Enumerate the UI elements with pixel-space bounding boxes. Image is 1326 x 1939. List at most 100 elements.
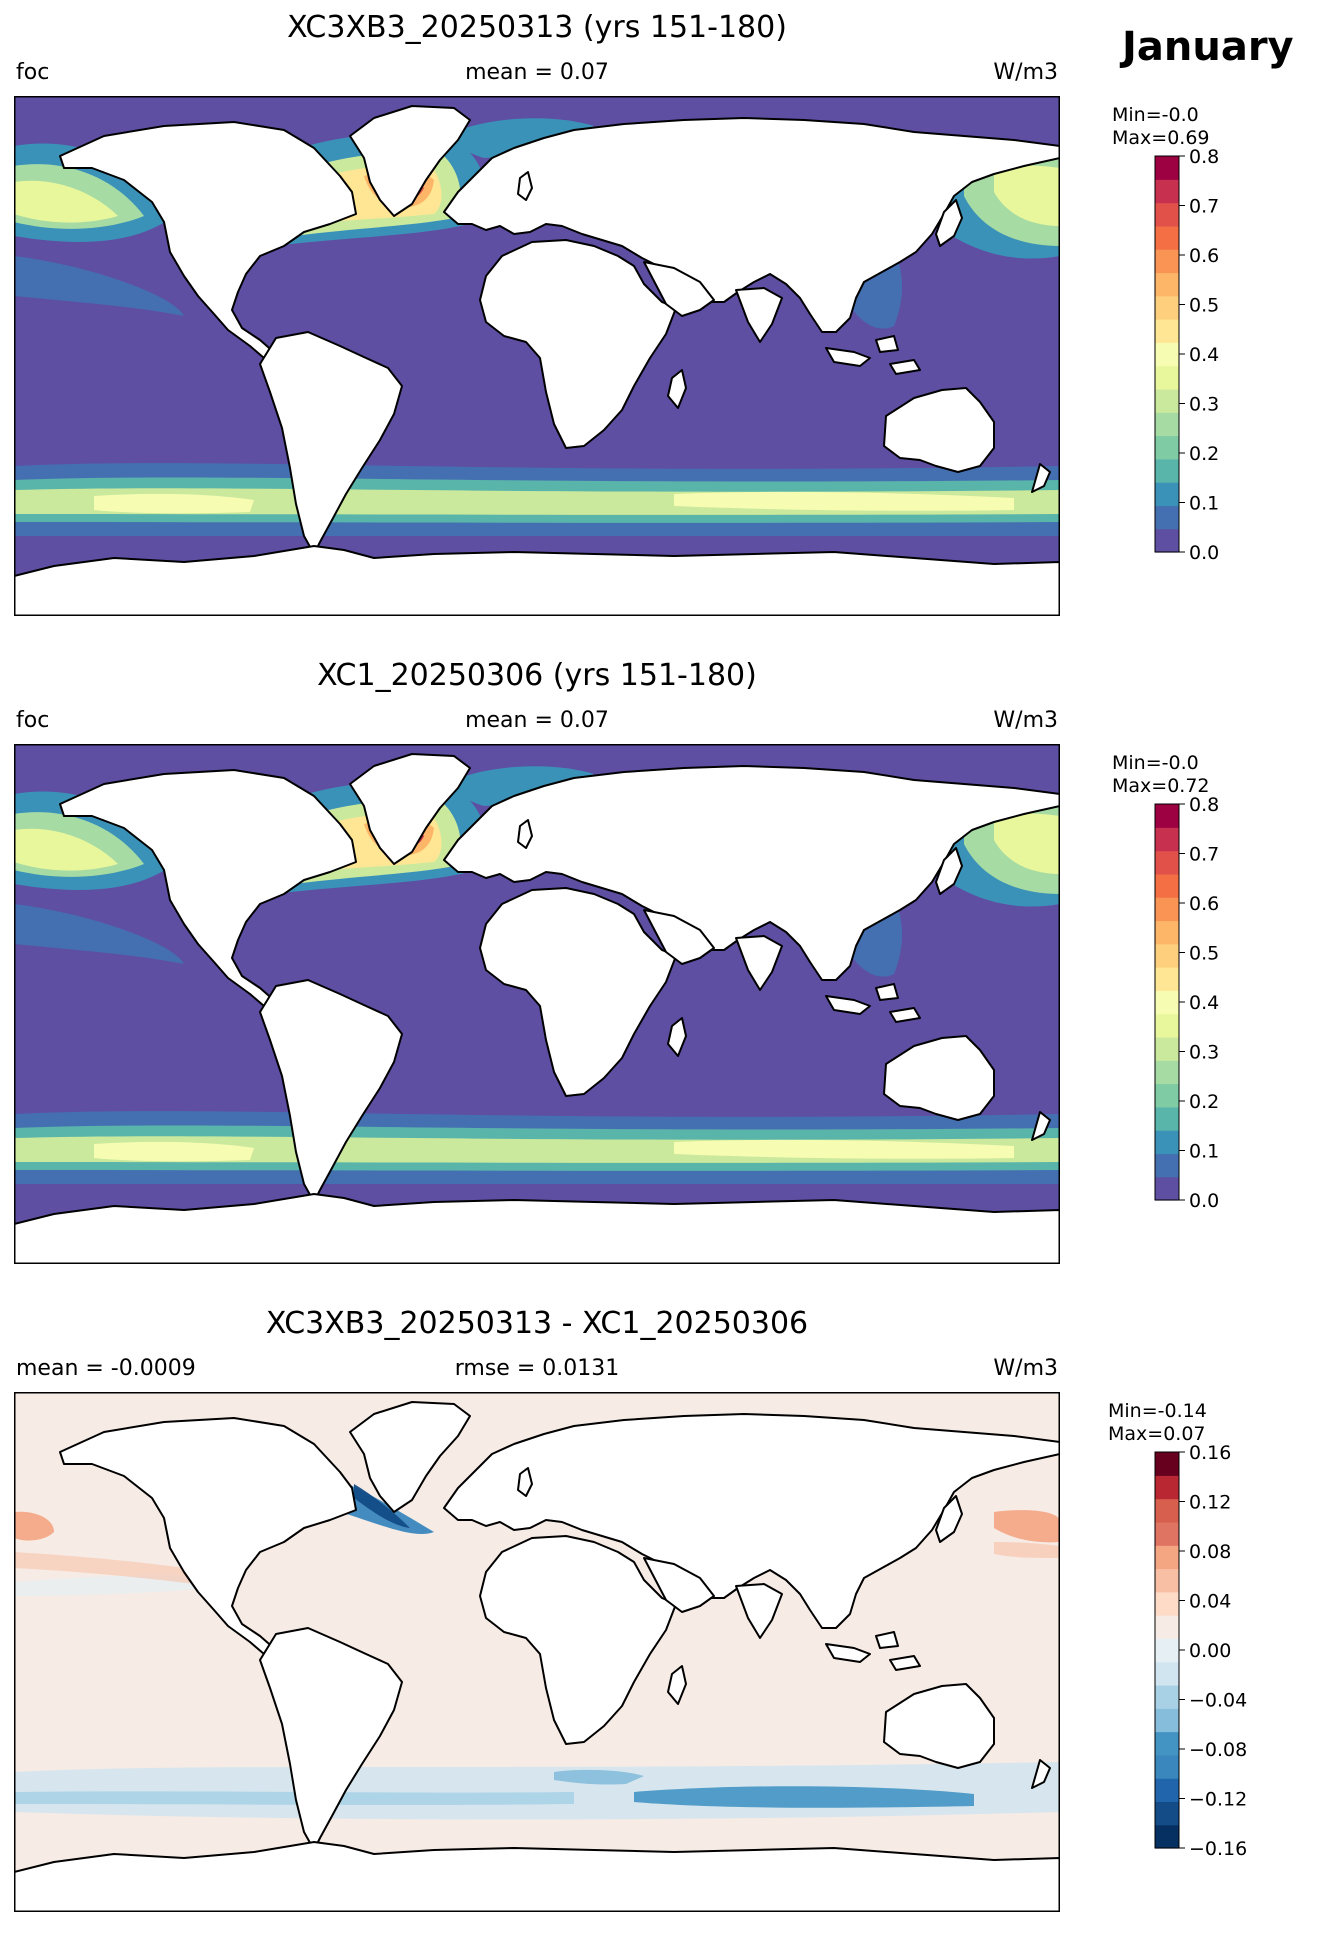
colorbar-tick-label: 0.7 <box>1189 196 1219 218</box>
eurasia-landmass <box>443 765 1060 981</box>
south-america-landmass <box>259 979 403 1203</box>
mean-label: mean = 0.07 <box>465 708 609 733</box>
colorbar-segment <box>1155 365 1179 390</box>
field-label: foc <box>16 60 50 85</box>
uk-landmass <box>517 819 533 849</box>
field-contour-band <box>674 1139 1014 1159</box>
japan-landmass <box>935 199 963 247</box>
panel-2: XC1_20250306 (yrs 151-180) foc mean = 0.… <box>0 648 1326 1288</box>
colorbar-segment <box>1155 1591 1179 1616</box>
panel-title: XC3XB3_20250313 - XC1_20250306 <box>265 1306 809 1341</box>
colorbar-segment <box>1155 1176 1179 1201</box>
colorbar-segment <box>1155 1452 1179 1476</box>
field-contour-band <box>14 1552 234 1588</box>
field-contour-band <box>994 165 1060 226</box>
colorbar-tick-label: 0.3 <box>1189 1042 1219 1064</box>
uk-landmass <box>517 171 533 201</box>
colorbar-segment <box>1155 1638 1179 1663</box>
colorbar-segment <box>1155 1754 1179 1779</box>
colorbar-tick-label: 0.2 <box>1189 443 1219 465</box>
field-contour-band <box>354 1484 410 1528</box>
colorbar-tick-label: −0.04 <box>1189 1690 1247 1712</box>
australia-landmass <box>883 387 995 473</box>
colorbar-tick-label: 0.6 <box>1189 245 1219 267</box>
colorbar-segment <box>1155 482 1179 507</box>
colorbar-segment <box>1155 897 1179 922</box>
map-frame <box>14 96 1060 616</box>
units-label: W/m3 <box>993 1356 1058 1381</box>
field-contour-band <box>674 491 1014 511</box>
colorbar-tick-label: 0.4 <box>1189 344 1219 366</box>
colorbar-max-label: Max=0.07 <box>1108 1423 1206 1445</box>
field-contour-band <box>14 904 184 964</box>
colorbar-segment <box>1155 1130 1179 1155</box>
colorbar-segment <box>1155 528 1179 553</box>
colorbar-segment <box>1155 1106 1179 1131</box>
field-contour-band <box>14 180 118 223</box>
colorbar-segment <box>1155 1475 1179 1500</box>
australia-landmass <box>883 1683 995 1769</box>
field-contour-band <box>14 828 118 871</box>
colorbar-segment <box>1155 1083 1179 1108</box>
new-zealand-landmass <box>1031 1111 1051 1141</box>
colorbar-segment <box>1155 1801 1179 1826</box>
colorbar-segment <box>1155 388 1179 413</box>
madagascar-landmass <box>667 1017 687 1057</box>
colorbar-segment <box>1155 920 1179 945</box>
africa-landmass <box>479 239 677 449</box>
map-frame <box>14 744 1060 1264</box>
indonesia-islands <box>825 1631 921 1671</box>
colorbar-segment <box>1155 1060 1179 1085</box>
eurasia-landmass <box>443 1413 1060 1629</box>
field-contour-band <box>454 766 594 806</box>
colorbar-segment <box>1155 1036 1179 1061</box>
world-map <box>14 744 1060 1264</box>
colorbar-segment <box>1155 990 1179 1015</box>
greenland-landmass <box>349 1401 471 1513</box>
india-landmass <box>735 1583 783 1639</box>
africa-landmass <box>479 887 677 1097</box>
north-america-landmass <box>59 1417 357 1655</box>
colorbar-segment <box>1155 873 1179 898</box>
north-america-landmass <box>59 769 357 1007</box>
panel-title: XC3XB3_20250313 (yrs 151-180) <box>287 10 787 45</box>
colorbar-segment <box>1155 156 1179 180</box>
uk-landmass <box>517 1467 533 1497</box>
world-map <box>14 96 1060 616</box>
colorbar-segment <box>1155 1521 1179 1546</box>
field-contour-band <box>454 118 594 158</box>
colorbar: −0.16 −0.12 −0.08 −0.04 0.00 0.04 0.08 0.12 0.16 <box>1154 1444 1247 1860</box>
colorbar-tick-label: −0.16 <box>1189 1838 1247 1860</box>
arabia-landmass <box>643 909 715 965</box>
colorbar-tick-label: 0.8 <box>1189 148 1219 168</box>
colorbar-segment <box>1155 1684 1179 1709</box>
colorbar-max-label: Max=0.69 <box>1112 127 1210 149</box>
colorbar-tick-label: 0.8 <box>1189 796 1219 816</box>
new-zealand-landmass <box>1031 1759 1051 1789</box>
map-frame <box>14 1392 1060 1912</box>
arabia-landmass <box>643 1557 715 1613</box>
colorbar-tick-label: 0.1 <box>1189 1141 1219 1163</box>
colorbar-segment <box>1155 1568 1179 1593</box>
colorbar-tick-label: 0.16 <box>1189 1444 1231 1464</box>
units-label: W/m3 <box>993 708 1058 733</box>
australia-landmass <box>883 1035 995 1121</box>
colorbar-segment <box>1155 943 1179 968</box>
colorbar-tick-label: 0.7 <box>1189 844 1219 866</box>
field-contour-band <box>94 493 254 514</box>
indonesia-islands <box>825 335 921 375</box>
field-label: foc <box>16 708 50 733</box>
colorbar-segment <box>1155 272 1179 297</box>
antarctica-landmass <box>14 1193 1060 1264</box>
colorbar-segment <box>1155 458 1179 483</box>
panel-title: XC1_20250306 (yrs 151-180) <box>317 658 757 693</box>
rmse-label: rmse = 0.0131 <box>454 1356 620 1381</box>
colorbar-tick-label: −0.12 <box>1189 1789 1247 1811</box>
colorbar-segment <box>1155 319 1179 343</box>
units-label: W/m3 <box>993 60 1058 85</box>
colorbar-segment <box>1155 435 1179 460</box>
colorbar-tick-label: 0.00 <box>1189 1640 1231 1662</box>
colorbar-segment <box>1155 505 1179 530</box>
colorbar-tick-label: 0.2 <box>1189 1091 1219 1113</box>
colorbar-segment <box>1155 249 1179 274</box>
